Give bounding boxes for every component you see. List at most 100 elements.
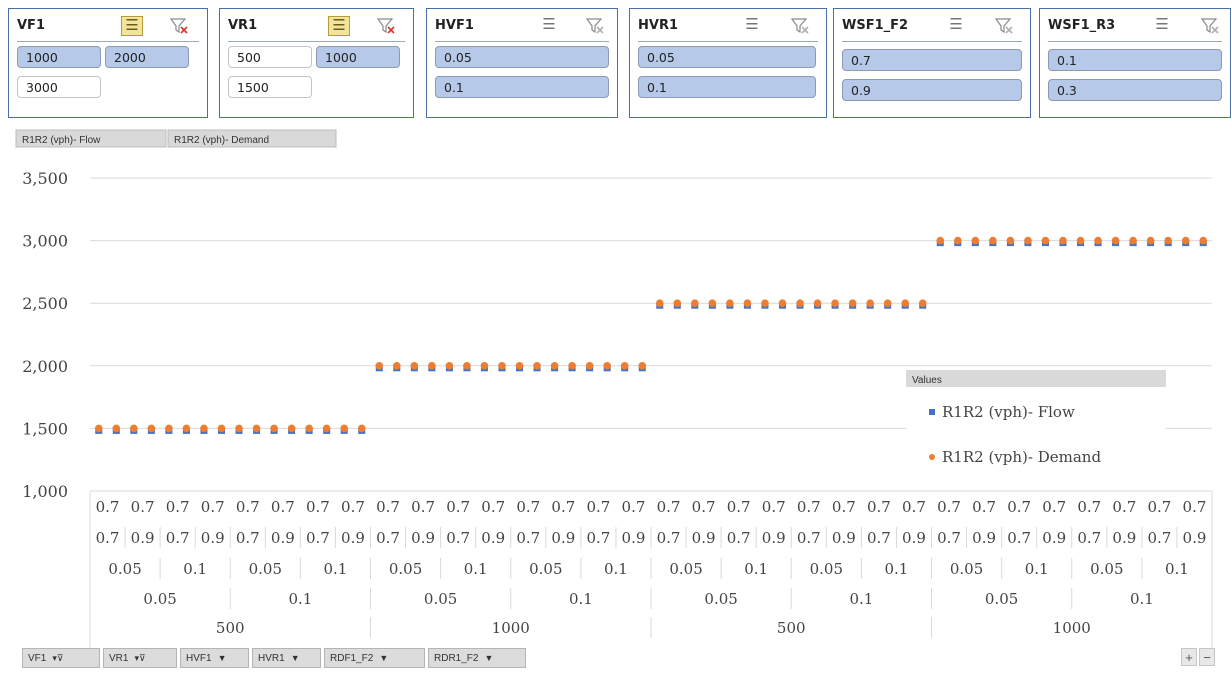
series-field-button[interactable] xyxy=(167,129,337,148)
demand-point xyxy=(743,299,752,307)
x-tick-label: 0.05 xyxy=(810,560,843,578)
x-tick-label: 0.9 xyxy=(692,529,716,547)
demand-point xyxy=(182,424,191,433)
field-button-rdr1-f2[interactable]: RDR1_F2 ▼ xyxy=(428,648,526,668)
slicer-item[interactable]: 0.7 xyxy=(842,49,1022,71)
multi-select-icon[interactable]: ☰ xyxy=(745,16,759,33)
multi-select-icon[interactable]: ☰ xyxy=(121,16,143,36)
x-tick-label: 0.7 xyxy=(1007,498,1031,516)
filter-dropdown-icon[interactable]: ▾⊽ xyxy=(134,653,146,663)
legend-box xyxy=(906,387,1166,467)
slicer-item[interactable]: 0.3 xyxy=(1048,79,1222,101)
slicer-item[interactable]: 3000 xyxy=(17,76,101,98)
x-tick-label: 0.7 xyxy=(551,498,575,516)
slicer-item[interactable]: 0.05 xyxy=(638,46,816,68)
x-tick-label: 0.05 xyxy=(249,560,282,578)
x-tick-label: 0.9 xyxy=(201,529,225,547)
demand-point xyxy=(603,362,611,370)
slicer-wsf1-f2: WSF1_F2 ☰ 0.7 0.9 xyxy=(833,8,1031,118)
slicer-vf1: VF1 ☰ 1000 2000 3000 xyxy=(8,8,208,118)
demand-point xyxy=(305,424,313,433)
clear-filter-icon[interactable] xyxy=(169,16,189,34)
demand-point xyxy=(831,299,839,307)
slicer-item[interactable]: 1000 xyxy=(17,46,101,68)
clear-filter-icon[interactable] xyxy=(1200,16,1220,34)
x-tick-label: 0.05 xyxy=(424,590,457,608)
y-tick-label: 2,500 xyxy=(22,294,68,313)
x-tick-label: 1000 xyxy=(492,619,530,637)
multi-select-icon[interactable]: ☰ xyxy=(542,16,556,33)
dropdown-arrow-icon[interactable]: ▼ xyxy=(379,653,389,663)
x-tick-label: 0.7 xyxy=(236,529,260,547)
x-tick-label: 0.7 xyxy=(1112,498,1136,516)
x-tick-label: 0.1 xyxy=(849,590,873,608)
clear-filter-icon[interactable] xyxy=(790,16,810,34)
y-tick-label: 1,500 xyxy=(22,419,68,438)
field-button-vf1[interactable]: VF1 ▾⊽ xyxy=(22,648,100,668)
demand-point xyxy=(235,424,243,433)
filter-dropdown-icon[interactable]: ▾⊽ xyxy=(52,653,64,663)
legend-flow-label: R1R2 (vph)- Flow xyxy=(942,403,1075,421)
x-tick-label: 0.1 xyxy=(183,560,207,578)
multi-select-icon[interactable]: ☰ xyxy=(328,16,350,36)
x-tick-label: 0.9 xyxy=(481,529,505,547)
x-tick-label: 0.7 xyxy=(622,498,646,516)
demand-point xyxy=(568,362,576,370)
field-button-hvf1[interactable]: HVF1 ▼ xyxy=(180,648,249,668)
x-tick-label: 0.7 xyxy=(797,498,821,516)
slicer-item[interactable]: 1500 xyxy=(228,76,312,98)
x-tick-label: 0.9 xyxy=(972,529,996,547)
demand-point xyxy=(498,362,506,370)
x-tick-label: 0.9 xyxy=(902,529,926,547)
x-tick-label: 0.7 xyxy=(867,529,891,547)
x-tick-label: 0.7 xyxy=(306,498,330,516)
dropdown-arrow-icon[interactable]: ▼ xyxy=(290,653,300,663)
series-field-button[interactable] xyxy=(15,129,167,148)
multi-select-icon[interactable]: ☰ xyxy=(1155,16,1169,33)
dropdown-arrow-icon[interactable]: ▼ xyxy=(217,653,227,663)
x-tick-label: 0.7 xyxy=(131,498,155,516)
x-tick-label: 0.7 xyxy=(797,529,821,547)
x-tick-label: 0.9 xyxy=(411,529,435,547)
x-tick-label: 0.7 xyxy=(446,529,470,547)
slicer-item[interactable]: 0.1 xyxy=(638,76,816,98)
slicer-item[interactable]: 0.9 xyxy=(842,79,1022,101)
clear-filter-icon[interactable] xyxy=(994,16,1014,34)
slicer-header: WSF1_R3 ☰ xyxy=(1048,15,1222,42)
x-tick-label: 0.7 xyxy=(376,498,400,516)
x-tick-label: 0.7 xyxy=(1077,498,1101,516)
clear-filter-icon[interactable] xyxy=(376,16,396,34)
x-tick-label: 0.7 xyxy=(1007,529,1031,547)
slicer-wsf1-r3: WSF1_R3 ☰ 0.1 0.3 xyxy=(1039,8,1231,118)
legend-title-bar xyxy=(906,370,1166,387)
slicer-item[interactable]: 2000 xyxy=(105,46,189,68)
x-tick-label: 0.7 xyxy=(1183,498,1207,516)
demand-point xyxy=(1059,236,1067,245)
slicer-item[interactable]: 0.1 xyxy=(1048,49,1222,71)
demand-point xyxy=(375,362,384,370)
x-tick-label: 0.7 xyxy=(516,498,540,516)
clear-filter-icon[interactable] xyxy=(585,16,605,34)
x-tick-label: 0.7 xyxy=(937,529,961,547)
x-tick-label: 0.7 xyxy=(1042,498,1066,516)
slicer-item[interactable]: 500 xyxy=(228,46,312,68)
slicer-item[interactable]: 0.1 xyxy=(435,76,609,98)
x-tick-label: 0.05 xyxy=(143,590,176,608)
demand-point xyxy=(410,362,419,370)
field-button-vr1[interactable]: VR1 ▾⊽ xyxy=(103,648,177,668)
collapse-button[interactable]: − xyxy=(1199,648,1215,666)
demand-point xyxy=(340,424,349,433)
slicer-item[interactable]: 0.05 xyxy=(435,46,609,68)
multi-select-icon[interactable]: ☰ xyxy=(949,16,963,33)
expand-button[interactable]: + xyxy=(1181,648,1197,666)
dropdown-arrow-icon[interactable]: ▼ xyxy=(484,653,494,663)
x-tick-label: 0.9 xyxy=(1183,529,1207,547)
demand-point xyxy=(866,299,874,307)
field-button-hvr1[interactable]: HVR1 ▼ xyxy=(252,648,321,668)
slicer-title: VR1 xyxy=(228,18,258,33)
slicer-item[interactable]: 1000 xyxy=(316,46,400,68)
demand-point xyxy=(1181,236,1190,245)
x-tick-label: 0.7 xyxy=(306,529,330,547)
demand-point xyxy=(428,362,436,370)
field-button-rdf1-f2[interactable]: RDF1_F2 ▼ xyxy=(324,648,425,668)
